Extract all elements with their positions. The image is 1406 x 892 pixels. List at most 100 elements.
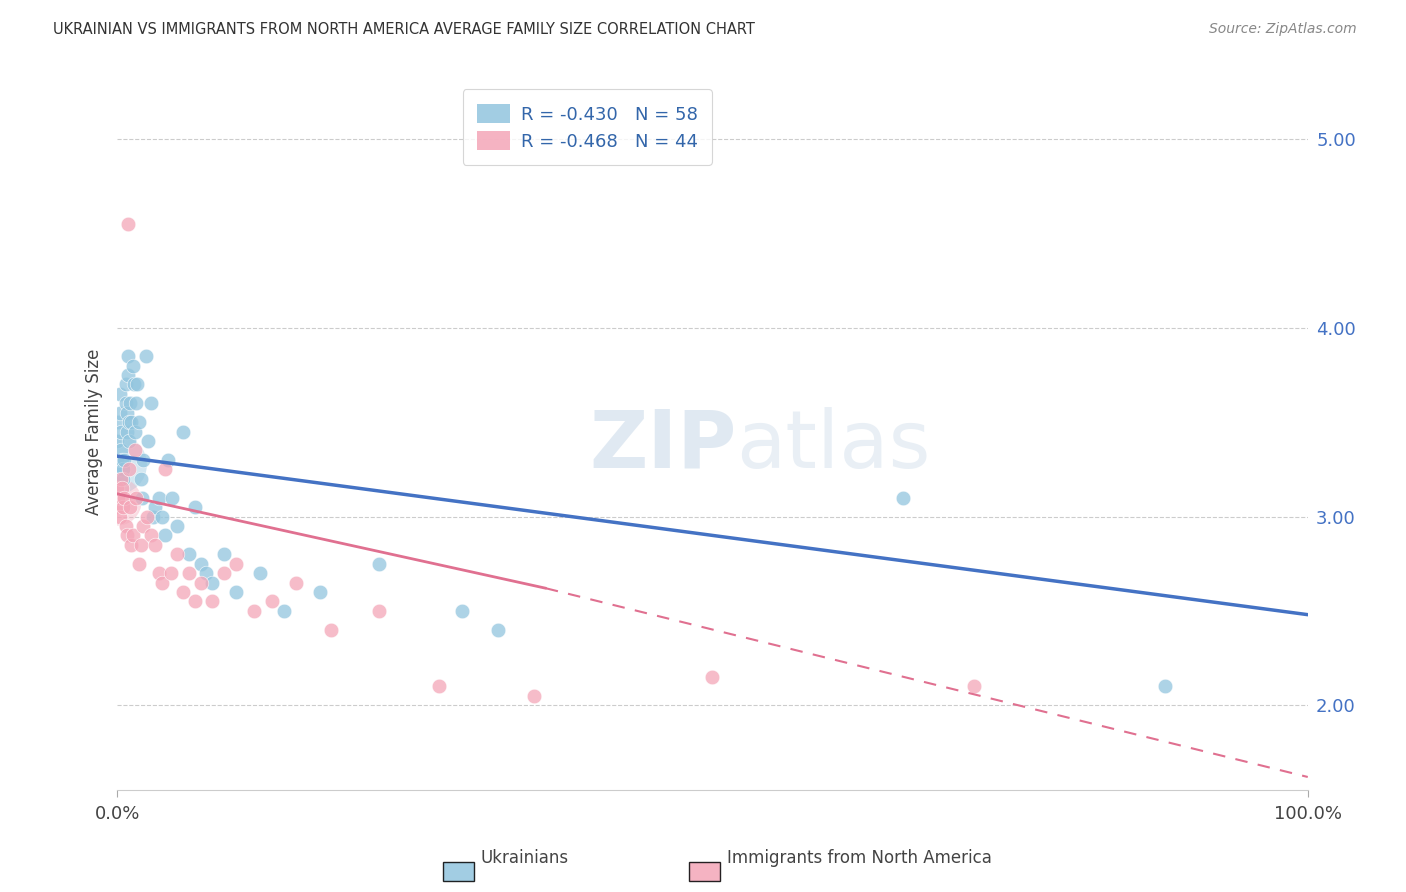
Point — [190, 557, 212, 571]
Point — [523, 689, 546, 703]
Point — [152, 575, 174, 590]
Point — [260, 594, 283, 608]
Text: Source: ZipAtlas.com: Source: ZipAtlas.com — [1209, 22, 1357, 37]
Point — [110, 472, 132, 486]
Point — [115, 425, 138, 439]
Point — [120, 500, 142, 514]
Point — [112, 453, 135, 467]
Point — [195, 566, 218, 581]
Legend: R = -0.430   N = 58, R = -0.468   N = 44: R = -0.430 N = 58, R = -0.468 N = 44 — [463, 89, 711, 165]
Point — [153, 462, 176, 476]
Point — [115, 406, 138, 420]
Point — [132, 453, 155, 467]
Point — [159, 566, 181, 581]
Point — [139, 528, 162, 542]
Point — [105, 434, 128, 448]
Point — [129, 538, 152, 552]
Point — [105, 462, 128, 476]
Y-axis label: Average Family Size: Average Family Size — [86, 349, 103, 515]
Point — [118, 415, 141, 429]
Point — [148, 566, 170, 581]
Point — [121, 415, 143, 429]
Text: UKRAINIAN VS IMMIGRANTS FROM NORTH AMERICA AVERAGE FAMILY SIZE CORRELATION CHART: UKRAINIAN VS IMMIGRANTS FROM NORTH AMERI… — [53, 22, 755, 37]
Point — [183, 594, 205, 608]
Point — [183, 500, 205, 514]
Point — [128, 557, 150, 571]
Point — [115, 528, 138, 542]
Text: atlas: atlas — [737, 407, 931, 485]
Point — [122, 377, 145, 392]
Point — [124, 443, 146, 458]
Text: Immigrants from North America: Immigrants from North America — [727, 849, 991, 867]
Point — [118, 434, 141, 448]
Point — [117, 368, 139, 382]
Point — [117, 349, 139, 363]
Point — [214, 547, 236, 561]
Point — [105, 453, 128, 467]
Point — [166, 547, 188, 561]
Point — [160, 491, 183, 505]
Point — [105, 494, 128, 508]
Point — [177, 566, 200, 581]
Point — [451, 604, 474, 618]
Text: ZIP: ZIP — [589, 407, 737, 485]
Point — [702, 670, 724, 684]
Point — [129, 472, 152, 486]
Point — [136, 509, 159, 524]
Point — [111, 481, 134, 495]
Point — [110, 443, 132, 458]
Text: Ukrainians: Ukrainians — [481, 849, 569, 867]
Point — [114, 519, 136, 533]
Point — [427, 679, 450, 693]
Point — [121, 359, 143, 373]
Point — [368, 604, 391, 618]
Point — [486, 623, 509, 637]
Point — [177, 547, 200, 561]
Point — [135, 349, 157, 363]
Point — [105, 481, 128, 495]
Point — [243, 604, 266, 618]
Point — [112, 462, 135, 476]
Point — [114, 377, 136, 392]
Point — [308, 585, 330, 599]
Point — [152, 509, 174, 524]
Point — [118, 462, 141, 476]
Point — [132, 519, 155, 533]
Point — [121, 538, 143, 552]
Point — [110, 425, 132, 439]
Point — [107, 415, 129, 429]
Point — [105, 500, 128, 514]
Point — [142, 509, 165, 524]
Point — [112, 491, 135, 505]
Point — [249, 566, 271, 581]
Point — [124, 425, 146, 439]
Point — [201, 575, 224, 590]
Point — [112, 500, 135, 514]
Point — [120, 396, 142, 410]
Point — [125, 491, 148, 505]
Point — [121, 528, 143, 542]
Point — [111, 453, 134, 467]
Point — [114, 396, 136, 410]
Point — [143, 538, 166, 552]
Point — [166, 519, 188, 533]
Point — [107, 491, 129, 505]
Point — [284, 575, 307, 590]
Point — [201, 594, 224, 608]
Point — [125, 396, 148, 410]
Point — [127, 377, 149, 392]
Point — [143, 500, 166, 514]
Point — [117, 217, 139, 231]
Point — [139, 396, 162, 410]
Point — [321, 623, 343, 637]
Point — [153, 528, 176, 542]
Point — [112, 472, 135, 486]
Point — [136, 434, 159, 448]
Point — [225, 585, 247, 599]
Point — [172, 425, 194, 439]
Point — [368, 557, 391, 571]
Point — [963, 679, 986, 693]
Point — [214, 566, 236, 581]
Point — [108, 509, 131, 524]
Point — [128, 415, 150, 429]
